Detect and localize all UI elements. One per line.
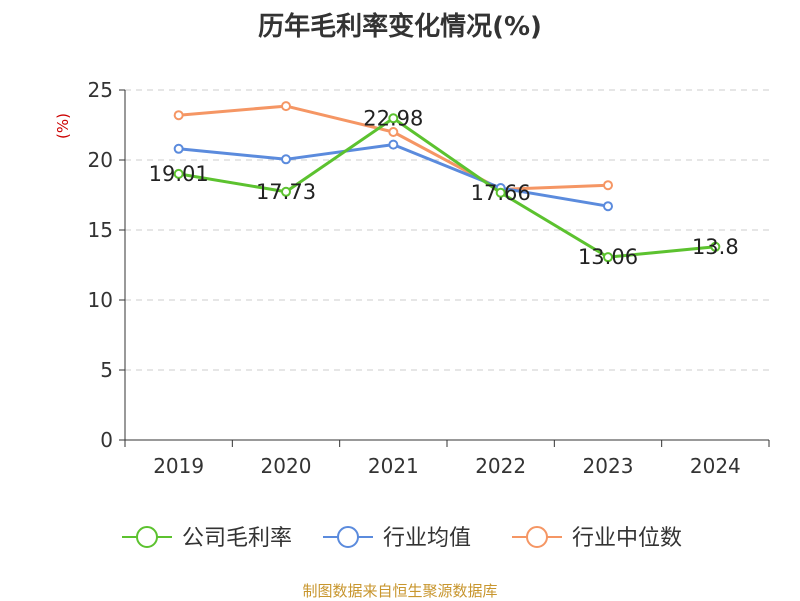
axes: 0 5 10 15 20 25 2019 2020 2021 2022 2023 2024 (%) bbox=[54, 78, 770, 478]
legend-label: 行业中位数 bbox=[572, 526, 682, 551]
legend-label: 公司毛利率 bbox=[182, 526, 292, 551]
y-tick-label: 15 bbox=[88, 218, 113, 242]
data-label: 13.8 bbox=[692, 235, 739, 259]
legend-marker-circle bbox=[136, 526, 158, 548]
x-tick-label: 2023 bbox=[583, 454, 634, 478]
legend-marker-circle bbox=[526, 526, 548, 548]
y-axis-label: (%) bbox=[54, 113, 72, 139]
data-labels: 19.01 17.73 22.98 17.66 13.06 13.8 bbox=[149, 106, 739, 269]
data-point bbox=[281, 186, 291, 197]
data-label: 13.06 bbox=[578, 245, 638, 269]
data-point bbox=[710, 241, 721, 252]
y-tick-label: 5 bbox=[100, 358, 113, 382]
data-point bbox=[173, 110, 184, 121]
y-tick-label: 10 bbox=[88, 288, 113, 312]
grid bbox=[125, 89, 769, 371]
x-tick-label: 2022 bbox=[475, 454, 526, 478]
data-point bbox=[173, 143, 184, 154]
chart-title: 历年毛利率变化情况(%) bbox=[258, 12, 542, 42]
y-tick-label: 25 bbox=[88, 78, 113, 102]
data-point bbox=[281, 101, 291, 112]
y-tick-label: 0 bbox=[100, 428, 113, 452]
legend: 公司毛利率 行业均值 行业中位数 bbox=[122, 526, 682, 551]
data-point bbox=[603, 180, 613, 191]
x-tick-label: 2020 bbox=[261, 454, 312, 478]
data-point bbox=[388, 127, 399, 137]
data-point bbox=[388, 139, 399, 150]
data-point bbox=[495, 187, 506, 198]
data-label: 17.66 bbox=[471, 181, 531, 205]
series bbox=[173, 101, 721, 263]
x-tick-label: 2019 bbox=[153, 454, 204, 478]
data-label: 17.73 bbox=[256, 180, 316, 204]
data-point bbox=[173, 168, 184, 179]
series-line bbox=[178, 116, 716, 259]
data-point bbox=[281, 154, 291, 165]
y-tick-label: 20 bbox=[88, 148, 113, 172]
data-point bbox=[603, 201, 613, 212]
data-label: 22.98 bbox=[363, 106, 423, 130]
legend-marker-circle bbox=[337, 526, 359, 548]
data-point bbox=[388, 113, 399, 124]
x-tick-label: 2021 bbox=[368, 454, 419, 478]
legend-label: 行业均值 bbox=[383, 526, 471, 551]
source-note: 制图数据来自恒生聚源数据库 bbox=[302, 582, 498, 600]
data-label: 19.01 bbox=[149, 162, 209, 186]
data-point bbox=[603, 252, 613, 263]
series-line bbox=[178, 143, 609, 208]
x-tick-label: 2024 bbox=[690, 454, 741, 478]
